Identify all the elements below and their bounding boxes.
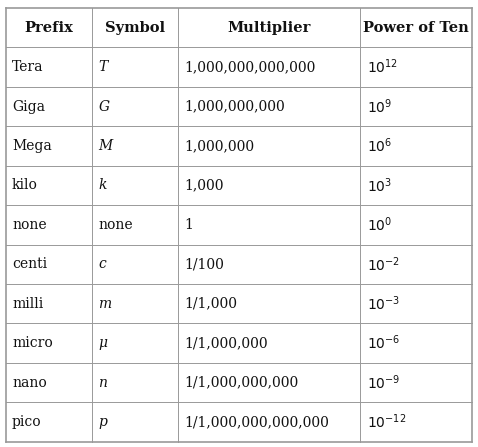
Text: G: G (98, 100, 109, 114)
Text: $10^{-9}$: $10^{-9}$ (367, 373, 400, 392)
Text: none: none (98, 218, 133, 232)
Text: 1/1,000,000: 1/1,000,000 (185, 336, 268, 350)
Text: μ: μ (98, 336, 107, 350)
Text: m: m (98, 297, 111, 311)
Text: Giga: Giga (12, 100, 45, 114)
Text: milli: milli (12, 297, 43, 311)
Text: centi: centi (12, 257, 47, 271)
Text: n: n (98, 375, 107, 389)
Text: M: M (98, 139, 112, 153)
Text: none: none (12, 218, 46, 232)
Text: pico: pico (12, 415, 42, 429)
Text: $10^{-2}$: $10^{-2}$ (367, 255, 400, 274)
Text: Tera: Tera (12, 60, 43, 74)
Text: $10^{-6}$: $10^{-6}$ (367, 334, 400, 352)
Text: $10^{12}$: $10^{12}$ (367, 58, 398, 76)
Text: 1/1,000: 1/1,000 (185, 297, 238, 311)
Text: T: T (98, 60, 108, 74)
Text: 1,000: 1,000 (185, 178, 224, 192)
Text: c: c (98, 257, 106, 271)
Text: Prefix: Prefix (24, 21, 73, 35)
Text: $10^{-12}$: $10^{-12}$ (367, 413, 406, 431)
Text: $10^{6}$: $10^{6}$ (367, 137, 392, 155)
Text: p: p (98, 415, 107, 429)
Text: $10^{-3}$: $10^{-3}$ (367, 295, 400, 313)
Text: k: k (98, 178, 107, 192)
Text: Mega: Mega (12, 139, 52, 153)
Text: $10^{3}$: $10^{3}$ (367, 176, 391, 195)
Text: Symbol: Symbol (105, 21, 165, 35)
Text: 1/1,000,000,000,000: 1/1,000,000,000,000 (185, 415, 329, 429)
Text: 1/100: 1/100 (185, 257, 225, 271)
Text: nano: nano (12, 375, 47, 389)
Text: $10^{0}$: $10^{0}$ (367, 215, 392, 234)
Text: 1,000,000,000: 1,000,000,000 (185, 100, 285, 114)
Text: Multiplier: Multiplier (228, 21, 311, 35)
Text: 1,000,000: 1,000,000 (185, 139, 255, 153)
Text: $10^{9}$: $10^{9}$ (367, 97, 392, 116)
Text: Power of Ten: Power of Ten (363, 21, 469, 35)
Text: micro: micro (12, 336, 53, 350)
Text: kilo: kilo (12, 178, 38, 192)
Text: 1/1,000,000,000: 1/1,000,000,000 (185, 375, 299, 389)
Text: 1,000,000,000,000: 1,000,000,000,000 (185, 60, 316, 74)
Text: 1: 1 (185, 218, 194, 232)
